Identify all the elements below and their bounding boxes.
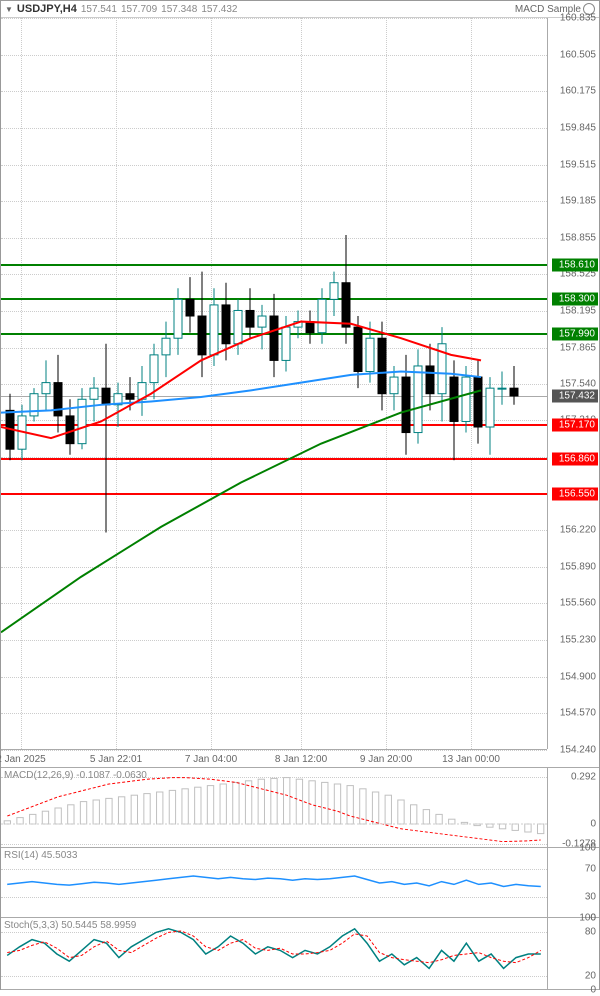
y-axis-tick: 158.855 xyxy=(560,232,596,243)
macd-ytick: 0.292 xyxy=(571,772,596,783)
y-axis-tick: 154.240 xyxy=(560,745,596,756)
ohlc-high: 157.709 xyxy=(121,4,157,15)
x-axis-tick: 9 Jan 20:00 xyxy=(360,754,412,765)
stoch-ytick: 0 xyxy=(590,985,596,996)
price-level-box: 158.610 xyxy=(552,258,598,271)
stoch-label: Stoch(5,3,3) 50.5445 58.9959 xyxy=(4,920,136,931)
x-axis-tick: 5 Jan 22:01 xyxy=(90,754,142,765)
y-axis-tick: 155.560 xyxy=(560,598,596,609)
stoch-ytick: 100 xyxy=(579,913,596,924)
y-axis-tick: 155.890 xyxy=(560,561,596,572)
stoch-panel[interactable]: Stoch(5,3,3) 50.5445 58.9959 10080200 xyxy=(1,918,599,990)
ohlc-low: 157.348 xyxy=(161,4,197,15)
y-axis-tick: 156.220 xyxy=(560,525,596,536)
x-axis-tick: 8 Jan 12:00 xyxy=(275,754,327,765)
symbol-label: USDJPY,H4 xyxy=(17,3,77,15)
y-axis-tick: 157.865 xyxy=(560,342,596,353)
collapse-icon[interactable]: ▼ xyxy=(5,5,13,14)
y-axis-tick: 160.505 xyxy=(560,49,596,60)
main-price-panel[interactable]: 160.835160.505160.175159.845159.515159.1… xyxy=(1,18,599,768)
trading-chart: ▼ USDJPY,H4 157.541 157.709 157.348 157.… xyxy=(0,0,600,990)
y-axis-tick: 157.540 xyxy=(560,378,596,389)
y-axis-tick: 159.185 xyxy=(560,196,596,207)
y-axis-tick: 159.845 xyxy=(560,122,596,133)
price-level-box: 158.300 xyxy=(552,293,598,306)
rsi-ytick: 100 xyxy=(579,843,596,854)
y-axis-tick: 154.570 xyxy=(560,708,596,719)
price-level-box: 156.860 xyxy=(552,453,598,466)
price-level-box: 157.170 xyxy=(552,418,598,431)
macd-ytick: 0 xyxy=(590,819,596,830)
chart-header: ▼ USDJPY,H4 157.541 157.709 157.348 157.… xyxy=(1,1,599,18)
y-axis-tick: 159.515 xyxy=(560,159,596,170)
y-axis-tick: 154.900 xyxy=(560,671,596,682)
y-axis-tick: 158.195 xyxy=(560,306,596,317)
macd-label: MACD(12,26,9) -0.1087 -0.0630 xyxy=(4,770,147,781)
macd-panel[interactable]: MACD(12,26,9) -0.1087 -0.0630 0.2920-0.1… xyxy=(1,768,599,848)
y-axis-tick: 160.175 xyxy=(560,86,596,97)
stoch-ytick: 20 xyxy=(585,970,596,981)
price-level-box: 156.550 xyxy=(552,487,598,500)
stoch-ytick: 80 xyxy=(585,927,596,938)
y-axis-tick: 160.835 xyxy=(560,13,596,24)
rsi-panel[interactable]: RSI(14) 45.5033 10070300 xyxy=(1,848,599,918)
rsi-ytick: 70 xyxy=(585,864,596,875)
rsi-label: RSI(14) 45.5033 xyxy=(4,850,77,861)
ohlc-close: 157.432 xyxy=(201,4,237,15)
price-level-box: 157.990 xyxy=(552,327,598,340)
x-axis-tick: 7 Jan 04:00 xyxy=(185,754,237,765)
current-price-box: 157.432 xyxy=(552,389,598,402)
x-axis-tick: 2 Jan 2025 xyxy=(0,754,46,765)
rsi-ytick: 30 xyxy=(585,892,596,903)
price-chart-svg xyxy=(1,18,547,750)
x-axis-tick: 13 Jan 00:00 xyxy=(442,754,500,765)
ohlc-open: 157.541 xyxy=(81,4,117,15)
y-axis-tick: 155.230 xyxy=(560,635,596,646)
